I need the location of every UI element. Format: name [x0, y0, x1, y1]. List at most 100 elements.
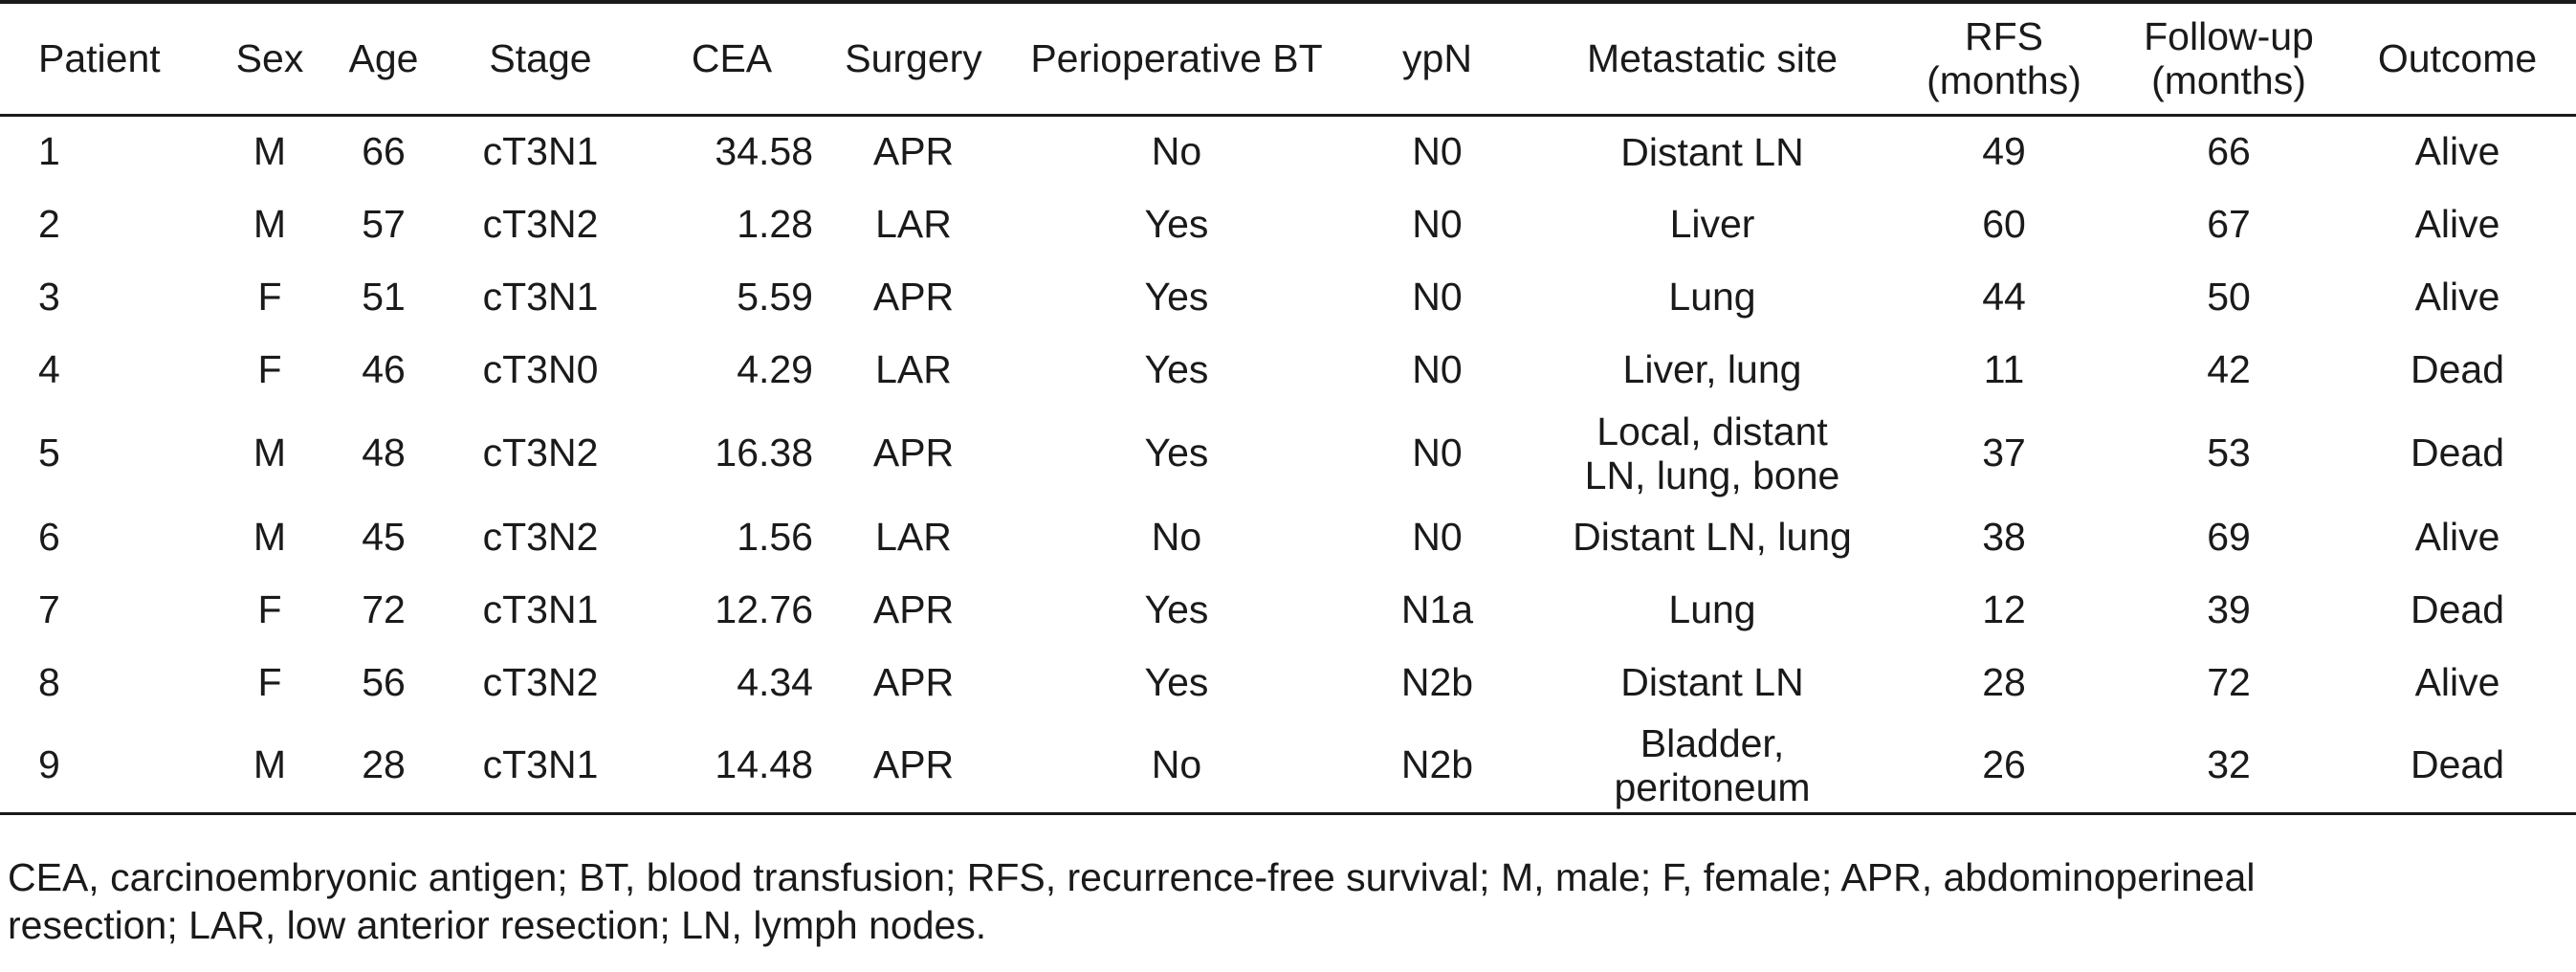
cell-sex: M: [253, 201, 287, 246]
table-row: 7 F 72 cT3N1 12.76 APR Yes N1a Lung 12 3…: [0, 573, 2576, 646]
cell-outcome: Alive: [2414, 129, 2500, 174]
cell-follow-up: 53: [2207, 431, 2251, 475]
table-row: 1 M 66 cT3N1 34.58 APR No N0 Distant LN …: [0, 115, 2576, 188]
cell-follow-up: 50: [2207, 274, 2251, 319]
cell-outcome: Dead: [2410, 431, 2504, 475]
cell-surgery: APR: [813, 718, 1014, 815]
cell-stage: cT3N1: [482, 129, 599, 174]
cell-metastatic-site: Liver: [1669, 202, 1755, 246]
cell-ypn: N0: [1412, 431, 1463, 475]
table-footnote: CEA, carcinoembryonic antigen; BT, blood…: [8, 853, 2571, 949]
cell-stage: cT3N2: [482, 659, 599, 704]
cell-cea: 4.29: [737, 346, 813, 391]
cell-sex: M: [203, 718, 337, 815]
cell-rfs: 37: [1982, 431, 2026, 475]
cell-metastatic-site: Distant LN: [1620, 660, 1804, 704]
cell-cea: 16.38: [715, 431, 813, 475]
cell-cea: 1.28: [737, 201, 813, 246]
cell-outcome: Alive: [2414, 659, 2500, 704]
cell-patient: 7: [38, 586, 60, 631]
header-patient: Patient: [0, 0, 203, 117]
cell-patient: 9: [0, 718, 203, 815]
table-row: 2 M 57 cT3N2 1.28 LAR Yes N0 Liver 60 67…: [0, 188, 2576, 260]
cell-age: 51: [362, 274, 406, 319]
cell-patient: 8: [38, 659, 60, 704]
cell-sex: M: [253, 431, 287, 475]
cell-stage: cT3N1: [482, 586, 599, 631]
cell-surgery: APR: [872, 431, 955, 475]
cell-age: 56: [362, 659, 406, 704]
cell-metastatic-site: Bladder, peritoneum: [1535, 718, 1889, 815]
cell-age: 28: [337, 718, 430, 815]
cell-perioperative-bt: No: [1151, 514, 1202, 559]
table-body: 1 M 66 cT3N1 34.58 APR No N0 Distant LN …: [0, 115, 2576, 815]
cell-outcome: Dead: [2410, 346, 2504, 391]
cell-follow-up: 32: [2119, 718, 2339, 815]
cell-surgery: APR: [872, 129, 955, 174]
footnote-line-1: CEA, carcinoembryonic antigen; BT, blood…: [8, 855, 2256, 899]
cell-stage: cT3N2: [482, 514, 599, 559]
cell-follow-up: 67: [2207, 201, 2251, 246]
cell-ypn: N0: [1412, 201, 1463, 246]
cell-age: 72: [362, 586, 406, 631]
table-header: Patient Sex Age Stage CEA Surgery Periop…: [0, 0, 2576, 117]
cell-rfs: 49: [1982, 129, 2026, 174]
cell-stage: cT3N2: [482, 201, 599, 246]
cell-follow-up: 42: [2207, 346, 2251, 391]
cell-follow-up: 66: [2207, 129, 2251, 174]
cell-ypn: N1a: [1400, 586, 1474, 631]
cell-surgery: LAR: [875, 514, 952, 559]
cell-surgery: LAR: [875, 346, 952, 391]
header-cea: CEA: [650, 0, 813, 117]
cell-age: 45: [362, 514, 406, 559]
cell-perioperative-bt: Yes: [1144, 586, 1209, 631]
cell-patient: 5: [38, 431, 60, 475]
header-ypn: ypN: [1339, 0, 1535, 117]
cell-sex: F: [257, 659, 282, 704]
cell-age: 66: [362, 129, 406, 174]
cell-ypn: N0: [1412, 129, 1463, 174]
cell-patient: 3: [38, 274, 60, 319]
cell-rfs: 12: [1982, 586, 2026, 631]
header-rfs: RFS (months): [1889, 0, 2119, 117]
cell-cea: 5.59: [737, 274, 813, 319]
cell-ypn: N0: [1412, 514, 1463, 559]
cell-patient: 6: [38, 514, 60, 559]
table-row: 6 M 45 cT3N2 1.56 LAR No N0 Distant LN, …: [0, 500, 2576, 573]
table-row: 9 M 28 cT3N1 14.48 APR No N2b Bladder, p…: [0, 718, 2576, 815]
cell-rfs: 26: [1889, 718, 2119, 815]
cell-metastatic-site: Distant LN, lung: [1573, 515, 1852, 559]
cell-age: 57: [362, 201, 406, 246]
cell-stage: cT3N1: [430, 718, 650, 815]
cell-cea: 1.56: [737, 514, 813, 559]
cell-cea: 14.48: [650, 718, 813, 815]
table-row: 4 F 46 cT3N0 4.29 LAR Yes N0 Liver, lung…: [0, 333, 2576, 406]
cell-surgery: LAR: [875, 201, 952, 246]
cell-perioperative-bt: Yes: [1144, 274, 1209, 319]
cell-patient: 4: [38, 346, 60, 391]
cell-cea: 12.76: [715, 586, 813, 631]
cell-rfs: 38: [1982, 514, 2026, 559]
cell-perioperative-bt: No: [1151, 129, 1202, 174]
cell-metastatic-site: Lung: [1668, 587, 1756, 631]
cell-surgery: APR: [872, 659, 955, 704]
cell-follow-up: 39: [2207, 586, 2251, 631]
header-stage: Stage: [430, 0, 650, 117]
cell-surgery: APR: [872, 274, 955, 319]
cell-sex: M: [253, 129, 287, 174]
cell-patient: 2: [38, 201, 60, 246]
table-row: 3 F 51 cT3N1 5.59 APR Yes N0 Lung 44 50 …: [0, 260, 2576, 333]
cell-surgery: APR: [872, 586, 955, 631]
cell-rfs: 44: [1982, 274, 2026, 319]
footnote-line-2: resection; LAR, low anterior resection; …: [8, 903, 987, 947]
cell-sex: F: [257, 586, 282, 631]
table-row: 8 F 56 cT3N2 4.34 APR Yes N2b Distant LN…: [0, 646, 2576, 718]
header-metastatic-site: Metastatic site: [1535, 0, 1889, 117]
cell-rfs: 11: [1983, 346, 2025, 391]
cell-follow-up: 69: [2207, 514, 2251, 559]
cell-age: 46: [362, 346, 406, 391]
cell-outcome: Dead: [2339, 718, 2576, 815]
header-age: Age: [337, 0, 430, 117]
cell-outcome: Alive: [2414, 274, 2500, 319]
